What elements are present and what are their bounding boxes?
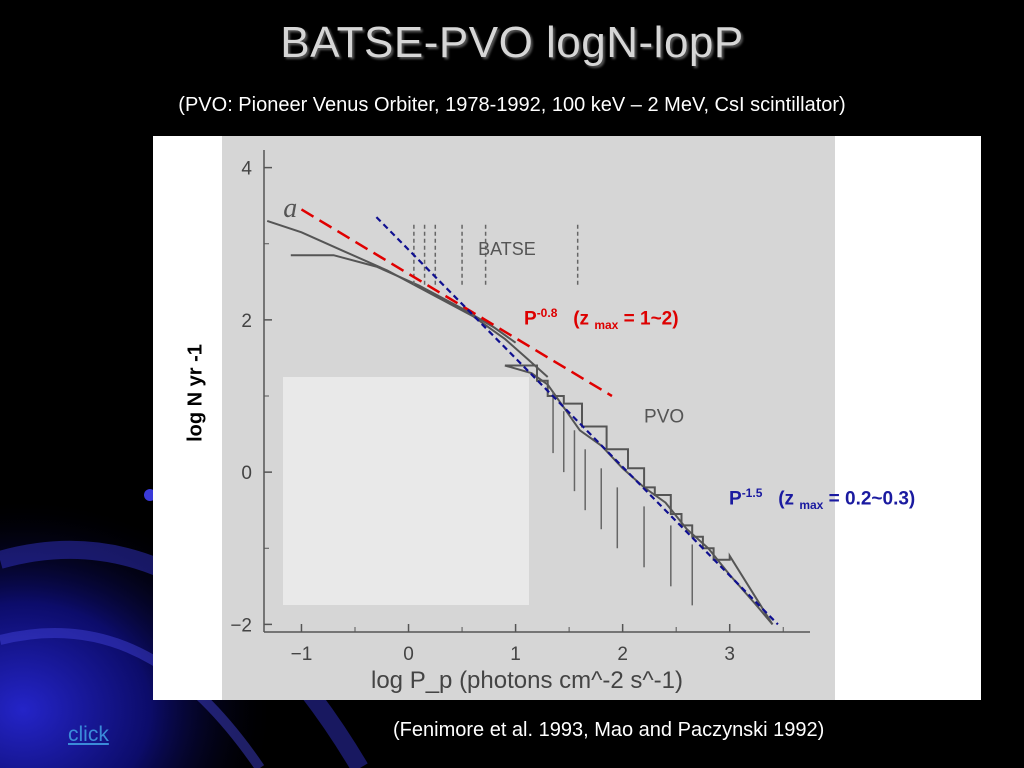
fit-lines <box>300 208 779 626</box>
y-tick-label: 4 <box>241 159 252 180</box>
fit-label-p15: P-1.5 (z max = 0.2~0.3) <box>729 486 916 513</box>
x-axis-label: log P_p (photons cm^-2 s^-1) <box>371 667 683 694</box>
series-line-pvo-2 <box>504 364 774 626</box>
y-axis-label: log N yr -1 <box>184 344 207 442</box>
slide-title: BATSE-PVO logN-lopP <box>280 18 744 67</box>
x-tick-label: −1 <box>291 644 313 665</box>
y-tick-label: −2 <box>230 615 252 636</box>
fit-line-1 <box>375 216 779 626</box>
x-tick-label: 3 <box>724 644 735 665</box>
series-line-batse-0 <box>266 219 549 378</box>
ticks: −1 0 1 2 3 −2 0 2 4 log P_p (photons cm^-2 s^-1) <box>230 159 784 694</box>
fit-label-p08: P-0.8 (z max = 1~2) <box>524 306 679 333</box>
annotations: BATSE PVO a <box>283 193 684 428</box>
panel-letter: a <box>283 193 297 224</box>
batse-series-label: BATSE <box>478 239 536 259</box>
slide-subtitle: (PVO: Pioneer Venus Orbiter, 1978-1992, … <box>178 94 846 116</box>
x-tick-label: 1 <box>510 644 521 665</box>
x-tick-label: 0 <box>403 644 414 665</box>
blank-patch <box>283 377 529 605</box>
pvo-step-histogram <box>504 364 774 625</box>
fit-line-0 <box>300 208 613 398</box>
x-tick-label: 2 <box>617 644 628 665</box>
y-tick-label: 0 <box>241 463 252 484</box>
click-link[interactable]: click <box>68 723 109 746</box>
series-line-batse-1 <box>290 254 517 344</box>
pvo-series-label: PVO <box>644 407 684 428</box>
citation: (Fenimore et al. 1993, Mao and Paczynski… <box>393 719 825 741</box>
y-tick-label: 2 <box>241 311 252 332</box>
series-group <box>266 219 774 626</box>
